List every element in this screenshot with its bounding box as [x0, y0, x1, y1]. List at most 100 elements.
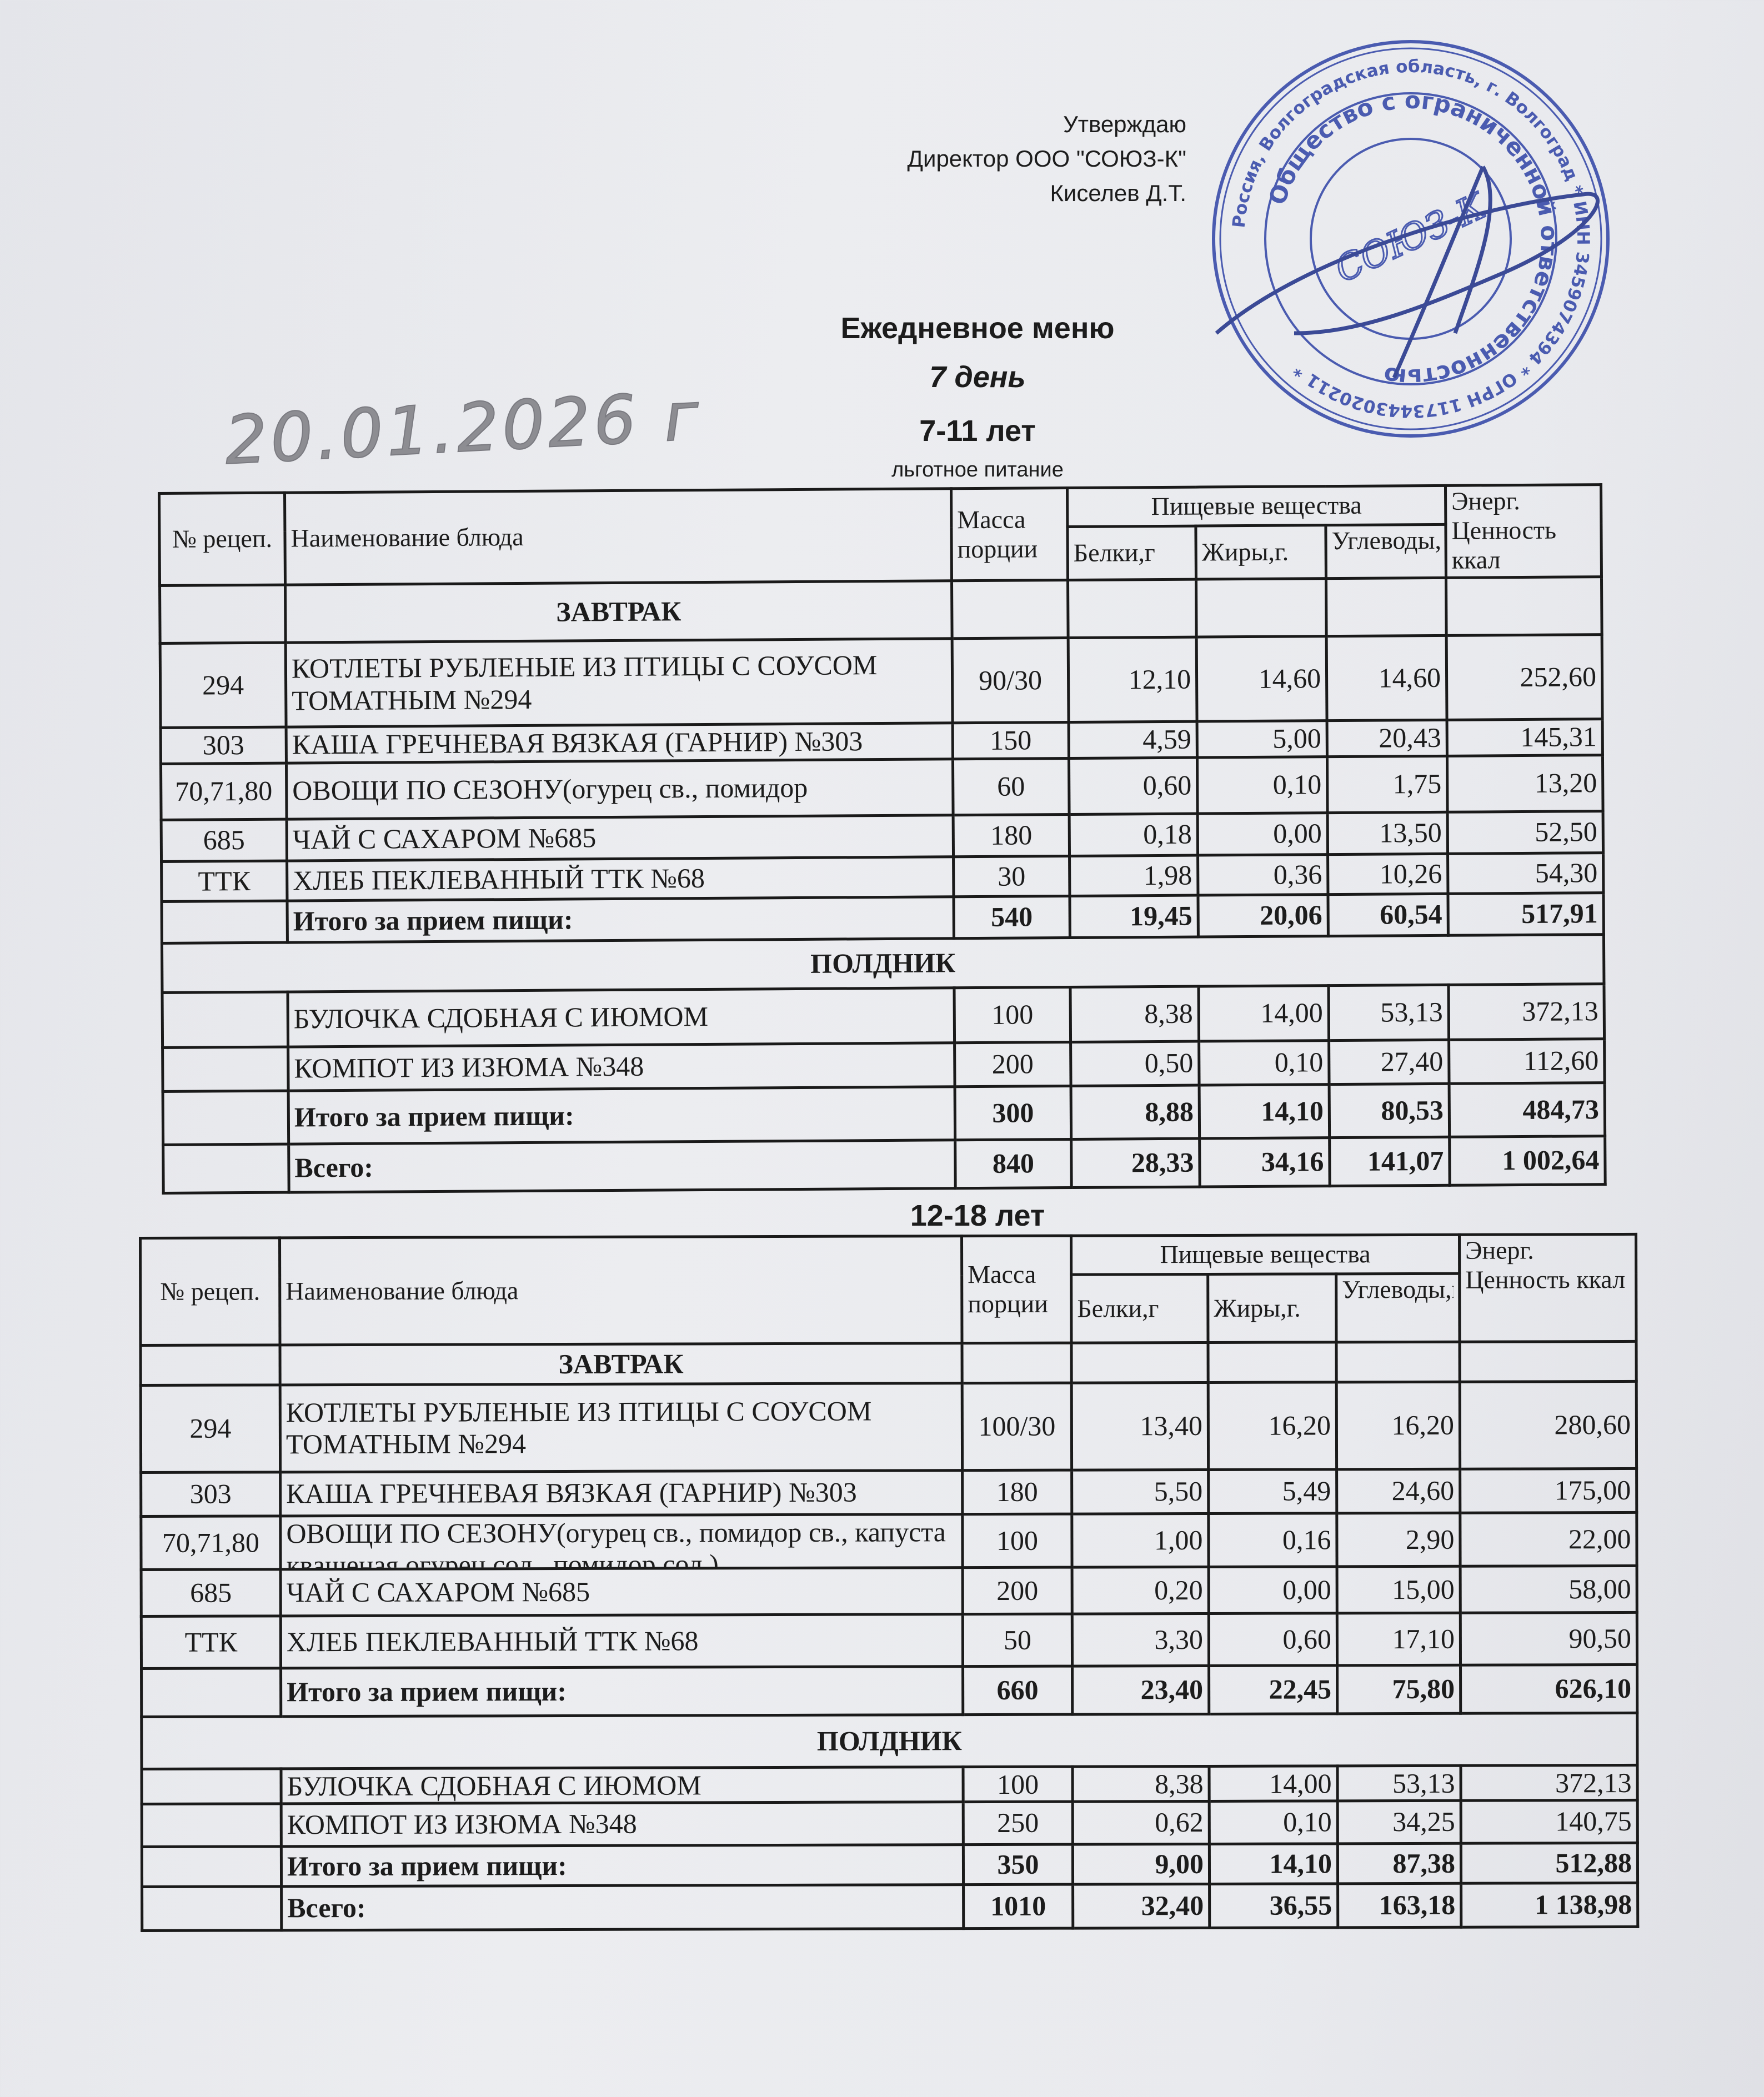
col-name: Наименование блюда — [279, 1236, 963, 1345]
energy-cell: 52,50 — [1447, 811, 1603, 854]
empty-cell — [1068, 579, 1197, 638]
dish-row: КОМПОТ ИЗ ИЗЮМА №348 250 0,62 0,10 34,25 140,… — [142, 1800, 1638, 1847]
mass-cell-text: 1010 — [990, 1890, 1046, 1922]
name-cell: Итого за прием пищи: — [280, 1666, 963, 1717]
recipe-cell: ТТК — [141, 1616, 281, 1669]
protein-cell-text: 1,00 — [1154, 1524, 1203, 1556]
fat-cell-text: 14,10 — [1269, 1848, 1332, 1879]
col-energy-text: Энерг. Ценность ккал — [1451, 486, 1557, 574]
fat-cell: 14,00 — [1198, 985, 1329, 1042]
mass-cell: 100 — [962, 1514, 1073, 1568]
energy-cell: 372,13 — [1448, 984, 1605, 1040]
col-carbs-text: Углеводы,г — [1342, 1275, 1454, 1304]
col-nutrients: Пищевые вещества — [1067, 485, 1446, 527]
name-cell: ЧАЙ С САХАРОМ №685 — [287, 815, 954, 861]
name-cell-text: ХЛЕБ ПЕКЛЕВАННЫЙ ТТК №68 — [293, 862, 705, 896]
fat-cell: 0,16 — [1208, 1513, 1337, 1567]
energy-cell: 58,00 — [1460, 1566, 1637, 1613]
protein-cell-text: 0,18 — [1143, 818, 1192, 850]
fat-cell-text: 20,06 — [1260, 899, 1322, 931]
protein-cell-text: 13,40 — [1140, 1410, 1202, 1442]
section-row: ЗАВТРАК — [159, 576, 1602, 644]
section-label: ЗАВТРАК — [280, 1343, 963, 1385]
section-label: ПОЛДНИК — [162, 934, 1604, 993]
carbs-cell: 1,75 — [1327, 756, 1448, 813]
mass-cell-text: 150 — [990, 724, 1032, 756]
energy-cell-text: 512,88 — [1555, 1847, 1632, 1879]
name-cell-text: Итого за прием пищи: — [287, 1675, 567, 1708]
protein-cell: 0,20 — [1072, 1567, 1209, 1614]
name-cell: КАША ГРЕЧНЕВАЯ ВЯЗКАЯ (ГАРНИР) №303 — [280, 1470, 963, 1516]
carbs-cell: 10,26 — [1327, 854, 1448, 895]
day-label: 7 день — [929, 360, 1026, 394]
empty-cell — [1208, 1342, 1337, 1383]
energy-cell: 512,88 — [1461, 1843, 1638, 1884]
fat-cell-text: 0,10 — [1274, 1046, 1324, 1078]
recipe-cell — [142, 1803, 282, 1847]
mass-cell: 100 — [963, 1767, 1073, 1802]
protein-cell-text: 32,40 — [1141, 1890, 1204, 1922]
recipe-cell-text: 303 — [202, 729, 244, 761]
carbs-cell-text: 87,38 — [1392, 1847, 1456, 1879]
mass-cell: 60 — [953, 758, 1070, 815]
name-cell: Итого за прием пищи: — [281, 1844, 964, 1887]
dish-row: 70,71,80 ОВОЩИ ПО СЕЗОНУ(огурец св., поми… — [141, 1512, 1637, 1570]
protein-cell-text: 28,33 — [1131, 1146, 1194, 1178]
recipe-cell-text: 685 — [190, 1577, 232, 1608]
col-recipe-text: № рецеп. — [160, 1276, 260, 1306]
name-cell: ОВОЩИ ПО СЕЗОНУ(огурец св., помидор св.,… — [280, 1514, 963, 1569]
energy-cell: 252,60 — [1446, 634, 1603, 720]
fat-cell-text: 0,10 — [1272, 769, 1322, 800]
name-cell-text: КОМПОТ ИЗ ИЗЮМА №348 — [294, 1050, 644, 1084]
energy-cell: 280,60 — [1460, 1381, 1637, 1469]
energy-cell-text: 58,00 — [1568, 1573, 1631, 1605]
energy-cell-text: 145,31 — [1520, 721, 1597, 753]
recipe-cell — [163, 1091, 289, 1145]
energy-cell: 13,20 — [1447, 755, 1603, 812]
energy-cell: 54,30 — [1447, 852, 1603, 894]
mass-cell: 250 — [963, 1802, 1073, 1845]
recipe-cell-text: 303 — [189, 1478, 232, 1510]
name-cell-text: КАША ГРЕЧНЕВАЯ ВЯЗКАЯ (ГАРНИР) №303 — [292, 725, 863, 760]
mass-cell-text: 250 — [997, 1807, 1039, 1839]
protein-cell: 0,18 — [1069, 814, 1198, 856]
mass-cell-text: 180 — [996, 1476, 1038, 1508]
protein-cell-text: 8,38 — [1144, 997, 1193, 1030]
col-nutrients-text: Пищевые вещества — [1160, 1240, 1371, 1269]
recipe-cell: 70,71,80 — [161, 763, 287, 820]
protein-cell-text: 19,45 — [1130, 900, 1192, 932]
name-cell: Итого за прием пищи: — [288, 1086, 955, 1145]
carbs-cell-text: 14,60 — [1378, 661, 1441, 694]
name-cell-text: КОМПОТ ИЗ ИЗЮМА №348 — [287, 1808, 637, 1840]
col-mass-text: Масса порции — [968, 1260, 1048, 1318]
recipe-cell — [141, 1668, 281, 1717]
protein-cell: 13,40 — [1071, 1382, 1209, 1471]
col-name-text: Наименование блюда — [290, 523, 524, 553]
name-cell: Итого за прием пищи: — [287, 896, 954, 943]
fat-cell-text: 16,20 — [1268, 1409, 1331, 1441]
mass-cell-text: 60 — [997, 770, 1025, 802]
col-mass: Масса порции — [961, 1236, 1072, 1343]
empty-cell — [951, 580, 1069, 639]
mass-cell-text: 350 — [997, 1848, 1039, 1880]
empty-cell — [1460, 1341, 1637, 1382]
approval-label: Утверждаю — [1063, 111, 1186, 137]
energy-cell-text: 13,20 — [1534, 767, 1597, 799]
col-protein-text: Белки,г — [1077, 1293, 1159, 1323]
name-cell: КОМПОТ ИЗ ИЗЮМА №348 — [288, 1042, 955, 1091]
recipe-cell — [163, 1144, 289, 1193]
mass-cell: 840 — [955, 1139, 1072, 1188]
carbs-cell-text: 163,18 — [1379, 1889, 1456, 1921]
recipe-cell-text: ТТК — [184, 1626, 238, 1658]
recipe-cell-text — [147, 1692, 275, 1693]
name-cell-text: КОТЛЕТЫ РУБЛЕНЫЕ ИЗ ПТИЦЫ С СОУСОМ ТОМАТ… — [291, 649, 878, 716]
energy-cell-text: 252,60 — [1520, 660, 1597, 693]
fat-cell: 16,20 — [1208, 1382, 1337, 1470]
recipe-cell: 685 — [141, 1569, 281, 1617]
name-cell-text: ЧАЙ С САХАРОМ №685 — [286, 1576, 590, 1608]
name-cell: ХЛЕБ ПЕКЛЕВАННЫЙ ТТК №68 — [280, 1614, 963, 1668]
fat-cell-text: 0,60 — [1282, 1623, 1331, 1655]
protein-cell: 8,38 — [1073, 1766, 1210, 1802]
col-fat: Жиры,г. — [1207, 1273, 1337, 1343]
carbs-cell-text: 75,80 — [1392, 1673, 1455, 1705]
